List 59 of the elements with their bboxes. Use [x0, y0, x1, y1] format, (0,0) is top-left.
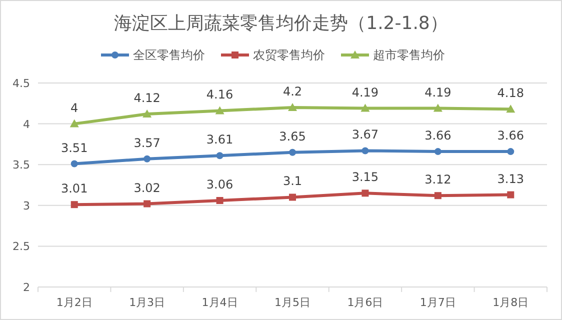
data-label: 3.57 [134, 136, 160, 150]
data-label: 4.16 [206, 88, 234, 102]
data-label: 3.02 [134, 180, 160, 195]
data-label: 4.18 [497, 86, 524, 100]
point [433, 104, 442, 112]
x-tick-label: 1月8日 [492, 296, 529, 309]
data-label: 3.06 [206, 178, 234, 192]
y-tick-label: 2 [23, 281, 30, 294]
x-tick-label: 1月2日 [56, 296, 92, 309]
data-label: 3.01 [61, 182, 88, 196]
data-label: 3.61 [206, 132, 234, 147]
y-tick-label: 4.5 [12, 77, 30, 90]
data-label: 3.66 [497, 128, 524, 143]
x-tick-label: 1月7日 [420, 296, 456, 309]
y-tick-label: 3 [23, 199, 30, 212]
data-label: 4.19 [352, 85, 379, 100]
point [70, 119, 79, 128]
point [506, 104, 516, 113]
point [507, 148, 514, 156]
data-label: 3.65 [279, 129, 306, 144]
data-label: 3.1 [282, 174, 302, 188]
legend-label: 农贸零售均价 [253, 48, 325, 62]
chart-title: 海淀区上周蔬菜零售均价走势（1.2-1.8） [114, 13, 448, 34]
legend-label: 超市零售均价 [373, 48, 445, 62]
data-label: 4.12 [134, 91, 160, 106]
x-tick-label: 1月3日 [129, 296, 166, 309]
point [215, 106, 224, 114]
x-tick-label: 1月4日 [202, 296, 238, 309]
y-tick-label: 4 [23, 118, 30, 131]
point [434, 192, 442, 200]
point [144, 200, 151, 208]
point [288, 102, 297, 111]
data-label: 3.12 [424, 172, 452, 187]
point [144, 155, 151, 162]
y-tick-label: 3.5 [12, 158, 30, 172]
data-label: 4.2 [282, 84, 302, 98]
y-tick-label: 2.5 [12, 240, 30, 254]
point [360, 104, 370, 112]
data-label: 3.13 [497, 172, 524, 186]
point [70, 160, 78, 168]
point [216, 152, 224, 160]
point [70, 201, 78, 208]
point [289, 194, 296, 201]
data-label: 4 [70, 100, 78, 115]
data-label: 4.19 [424, 85, 452, 100]
data-label: 3.15 [352, 170, 379, 184]
data-label: 3.67 [352, 128, 379, 142]
point [507, 191, 514, 198]
x-tick-label: 1月6日 [347, 296, 384, 309]
point [362, 190, 369, 197]
point [216, 197, 224, 204]
legend-label: 全区零售均价 [133, 48, 205, 62]
point [362, 147, 369, 154]
x-tick-label: 1月5日 [274, 296, 310, 309]
point [289, 148, 296, 156]
point [434, 148, 442, 156]
data-label: 3.66 [424, 128, 452, 143]
point [142, 110, 152, 118]
data-label: 3.51 [61, 140, 88, 155]
